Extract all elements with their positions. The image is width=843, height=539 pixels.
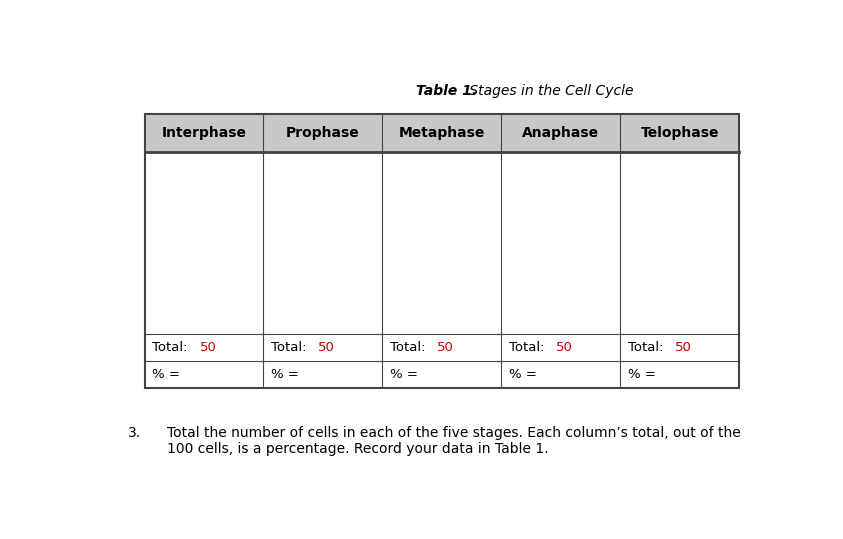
Text: 3.: 3.	[128, 426, 142, 440]
Text: Prophase: Prophase	[286, 126, 360, 140]
Text: 50: 50	[438, 341, 454, 355]
Text: Table 1.: Table 1.	[416, 84, 476, 98]
Text: Anaphase: Anaphase	[522, 126, 599, 140]
Text: Total:: Total:	[153, 341, 188, 355]
Text: Total:: Total:	[390, 341, 426, 355]
Bar	[383, 114, 502, 152]
Bar	[145, 114, 739, 389]
Text: % =: % =	[628, 369, 656, 382]
Text: % =: % =	[509, 369, 537, 382]
Text: Stages in the Cell Cycle: Stages in the Cell Cycle	[464, 84, 633, 98]
Text: Telophase: Telophase	[641, 126, 719, 140]
Bar	[620, 114, 739, 152]
Text: % =: % =	[153, 369, 180, 382]
Bar	[145, 114, 264, 152]
Text: 50: 50	[319, 341, 336, 355]
Text: 50: 50	[675, 341, 692, 355]
Bar	[264, 114, 383, 152]
Text: Total:: Total:	[509, 341, 545, 355]
Text: Interphase: Interphase	[162, 126, 246, 140]
Bar	[145, 114, 739, 389]
Text: 50: 50	[556, 341, 573, 355]
Text: Total the number of cells in each of the five stages. Each column’s total, out o: Total the number of cells in each of the…	[168, 426, 741, 456]
Text: Total:: Total:	[628, 341, 663, 355]
Text: Metaphase: Metaphase	[399, 126, 485, 140]
Text: 50: 50	[200, 341, 217, 355]
Text: % =: % =	[271, 369, 299, 382]
Text: Total:: Total:	[271, 341, 307, 355]
Text: % =: % =	[390, 369, 418, 382]
Bar	[502, 114, 620, 152]
